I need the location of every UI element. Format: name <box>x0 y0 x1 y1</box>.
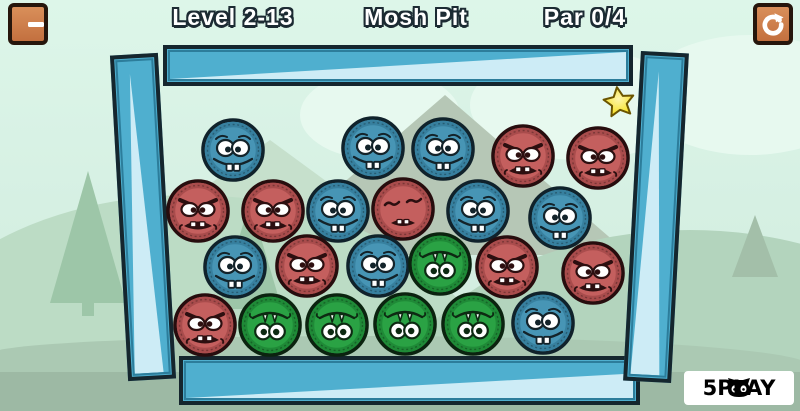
brand-badge[interactable]: 5PLAY <box>684 371 794 405</box>
menu-button[interactable] <box>8 3 48 45</box>
par-label: Par 0/4 <box>543 4 627 30</box>
pine-tree-trunk <box>82 298 94 316</box>
pine-tree-icon <box>732 212 778 277</box>
star-pickup[interactable] <box>601 84 637 120</box>
ball-blue[interactable] <box>446 179 510 243</box>
level-label: Level 2-13 <box>172 4 294 30</box>
ball-red[interactable] <box>166 179 230 243</box>
ball-red[interactable] <box>561 241 625 305</box>
ball-blue[interactable] <box>203 235 267 299</box>
level-title: Mosh Pit <box>364 4 468 30</box>
top-bar-face <box>168 50 628 81</box>
ball-red[interactable] <box>475 235 539 299</box>
restart-icon <box>762 13 784 36</box>
ball-blue[interactable] <box>528 186 592 250</box>
pine-tree-icon <box>50 168 126 303</box>
brand-cat-icon <box>728 378 750 397</box>
ball-red[interactable] <box>491 124 555 188</box>
ball-green[interactable] <box>408 232 472 296</box>
ball-red[interactable] <box>173 293 237 357</box>
ball-blue[interactable] <box>201 118 265 182</box>
restart-button[interactable] <box>753 3 793 45</box>
ball-green[interactable] <box>373 292 437 356</box>
ball-red[interactable] <box>241 179 305 243</box>
ball-blue[interactable] <box>411 117 475 181</box>
ball-green[interactable] <box>441 292 505 356</box>
ball-blue[interactable] <box>511 291 575 355</box>
ball-red[interactable] <box>371 177 435 241</box>
ball-blue[interactable] <box>341 116 405 180</box>
ball-red[interactable] <box>275 234 339 298</box>
bottom-bar <box>179 356 640 405</box>
ball-blue[interactable] <box>346 234 410 298</box>
ball-blue[interactable] <box>306 179 370 243</box>
bottom-bar-face <box>184 361 635 400</box>
ball-red[interactable] <box>566 126 630 190</box>
ball-green[interactable] <box>305 293 369 357</box>
ball-green[interactable] <box>238 293 302 357</box>
brand-text: 5PLAY <box>702 376 776 400</box>
top-bar <box>163 45 633 86</box>
